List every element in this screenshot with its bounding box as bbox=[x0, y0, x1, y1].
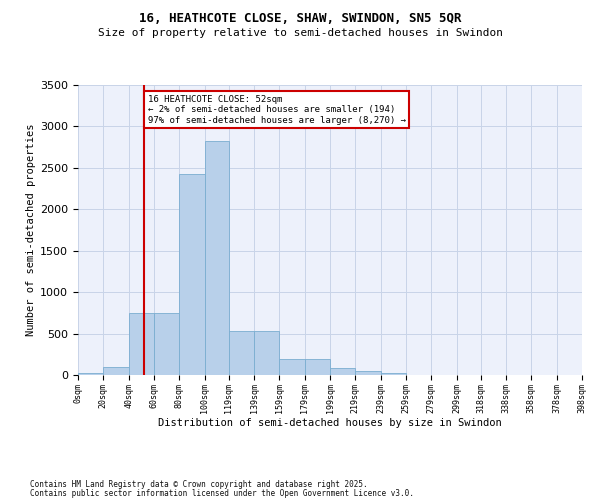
Bar bbox=[254, 331, 280, 375]
Bar bbox=[205, 142, 229, 375]
Bar bbox=[78, 374, 103, 375]
Bar bbox=[380, 374, 406, 375]
Bar bbox=[355, 371, 380, 375]
Text: Contains public sector information licensed under the Open Government Licence v3: Contains public sector information licen… bbox=[30, 490, 414, 498]
Text: Contains HM Land Registry data © Crown copyright and database right 2025.: Contains HM Land Registry data © Crown c… bbox=[30, 480, 368, 489]
Bar bbox=[280, 360, 305, 375]
Y-axis label: Number of semi-detached properties: Number of semi-detached properties bbox=[26, 124, 36, 336]
X-axis label: Distribution of semi-detached houses by size in Swindon: Distribution of semi-detached houses by … bbox=[158, 418, 502, 428]
Bar bbox=[330, 368, 355, 375]
Bar bbox=[103, 366, 128, 375]
Bar bbox=[305, 360, 330, 375]
Text: Size of property relative to semi-detached houses in Swindon: Size of property relative to semi-detach… bbox=[97, 28, 503, 38]
Bar bbox=[179, 174, 205, 375]
Bar bbox=[154, 313, 179, 375]
Bar bbox=[128, 313, 154, 375]
Text: 16, HEATHCOTE CLOSE, SHAW, SWINDON, SN5 5QR: 16, HEATHCOTE CLOSE, SHAW, SWINDON, SN5 … bbox=[139, 12, 461, 26]
Text: 16 HEATHCOTE CLOSE: 52sqm
← 2% of semi-detached houses are smaller (194)
97% of : 16 HEATHCOTE CLOSE: 52sqm ← 2% of semi-d… bbox=[148, 95, 406, 124]
Bar bbox=[229, 331, 254, 375]
